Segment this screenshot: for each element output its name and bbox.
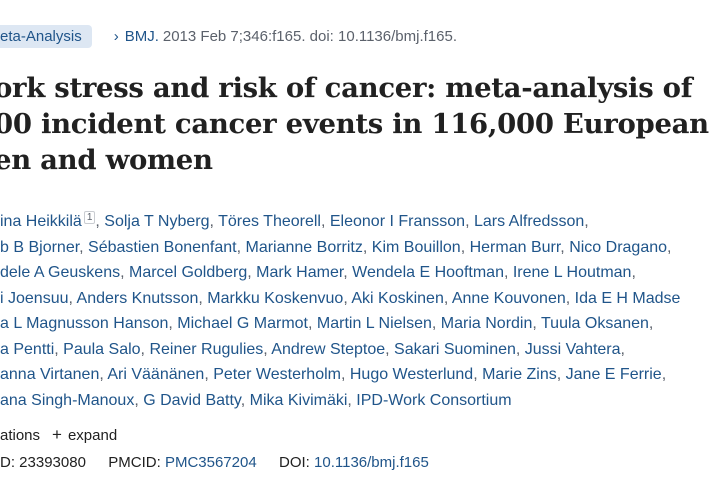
authors-row: a L Magnusson Hanson, Michael G Marmot, … [0,315,654,332]
authors-row: ana Singh-Manoux, G David Batty, Mika Ki… [0,391,512,409]
article-type-label: eta-Analysis [0,27,82,45]
authors-row: anna Virtanen, Ari Väänänen, Peter Weste… [0,366,667,383]
article-type-badge[interactable]: eta-Analysis [0,24,92,48]
article-header: eta-Analysis › BMJ. 2013 Feb 7;346:f165.… [0,24,457,48]
author-link[interactable]: Peter Westerholm [213,366,341,383]
authors-row: dele A Geuskens, Marcel Goldberg, Mark H… [0,264,636,281]
author-link[interactable]: Hugo Westerlund [349,366,474,383]
author-link[interactable]: Solja T Nyberg [104,213,210,230]
author-link[interactable]: Reiner Rugulies [149,340,264,358]
author-link[interactable]: Paula Salo [63,340,141,358]
author-link[interactable]: a L Magnusson Hanson [0,315,169,332]
author-link[interactable]: Töres Theorell [218,213,321,230]
doi-link[interactable]: 10.1136/bmj.f165 [314,454,429,471]
author-link[interactable]: Irene L Houtman [512,264,632,281]
author-link[interactable]: ana Singh-Manoux [0,391,135,409]
title-line: en and women [0,144,213,176]
author-link[interactable]: IPD-Work Consortium [356,391,512,409]
citation: › BMJ. 2013 Feb 7;346:f165. doi: 10.1136… [114,28,457,45]
citation-details: 2013 Feb 7;346:f165. doi: 10.1136/bmj.f1… [162,27,457,45]
pmid-label: D: [0,454,15,471]
author-link[interactable]: Anders Knutsson [76,289,199,307]
journal-link[interactable]: BMJ. [124,27,159,45]
authors-row: b B Bjorner, Sébastien Bonenfant, Marian… [0,238,672,256]
author-link[interactable]: Anne Kouvonen [451,289,566,307]
affiliations-toggle[interactable]: ations + expand [0,425,117,445]
author-link[interactable]: anna Virtanen [0,366,100,383]
authors-list: ina Heikkilä 1, Solja T Nyberg, Töres The… [0,205,720,413]
plus-icon[interactable]: + [52,425,62,444]
author-link[interactable]: ina Heikkilä [0,213,82,230]
pmcid-label: PMCID: [108,454,161,471]
author-link[interactable]: G David Batty [143,391,241,409]
author-link[interactable]: Markku Koskenvuo [207,289,344,307]
author-link[interactable]: Ari Väänänen [107,366,205,383]
page-title: ork stress and risk of cancer: meta-anal… [0,70,720,178]
author-link[interactable]: Wendela E Hooftman [352,264,504,281]
doi-label: DOI: [279,454,310,471]
author-link[interactable]: Marcel Goldberg [128,264,248,281]
author-link[interactable]: Michael G Marmot [177,315,308,332]
author-link[interactable]: Aki Koskinen [351,289,444,307]
author-link[interactable]: Nico Dragano [569,238,668,256]
author-link[interactable]: b B Bjorner [0,238,80,256]
author-link[interactable]: dele A Geuskens [0,264,121,281]
author-link[interactable]: Ida E H Madse [574,289,681,307]
affiliation-number[interactable]: 1 [83,211,96,224]
author-link[interactable]: Maria Nordin [440,315,533,332]
authors-row: a Pentti, Paula Salo, Reiner Rugulies, A… [0,340,625,358]
title-line: 00 incident cancer events in 116,000 Eur… [0,108,709,140]
authors-row: ina Heikkilä 1, Solja T Nyberg, Töres The… [0,211,589,230]
author-link[interactable]: Lars Alfredsson [473,213,585,230]
author-link[interactable]: i Joensuu [0,289,69,307]
author-link[interactable]: Sébastien Bonenfant [88,238,237,256]
author-link[interactable]: Andrew Steptoe [271,340,386,358]
affiliations-label: ations [0,426,41,444]
author-link[interactable]: Marie Zins [482,366,557,383]
author-link[interactable]: Mika Kivimäki [249,391,348,409]
author-link[interactable]: Jussi Vahtera [524,340,621,358]
author-link[interactable]: Kim Bouillon [371,238,461,256]
author-link[interactable]: Marianne Borritz [245,238,363,256]
chevron-right-icon[interactable]: › [113,27,119,45]
author-link[interactable]: a Pentti [0,340,55,358]
title-line: ork stress and risk of cancer: meta-anal… [0,72,693,104]
pmid-value: 23393080 [19,454,86,471]
expand-link[interactable]: expand [67,426,118,444]
author-link[interactable]: Mark Hamer [256,264,344,281]
pmcid-link[interactable]: PMC3567204 [164,454,257,471]
author-link[interactable]: Martin L Nielsen [316,315,432,332]
author-link[interactable]: Jane E Ferrie [565,366,662,383]
author-link[interactable]: Herman Burr [469,238,561,256]
author-link[interactable]: Tuula Oksanen [541,315,649,332]
author-link[interactable]: Eleonor I Fransson [329,213,466,230]
authors-row: i Joensuu, Anders Knutsson, Markku Koske… [0,289,681,307]
article-identifiers: D: 23393080 PMCID: PMC3567204 DOI: 10.11… [0,454,429,471]
author-link[interactable]: Sakari Suominen [394,340,516,358]
